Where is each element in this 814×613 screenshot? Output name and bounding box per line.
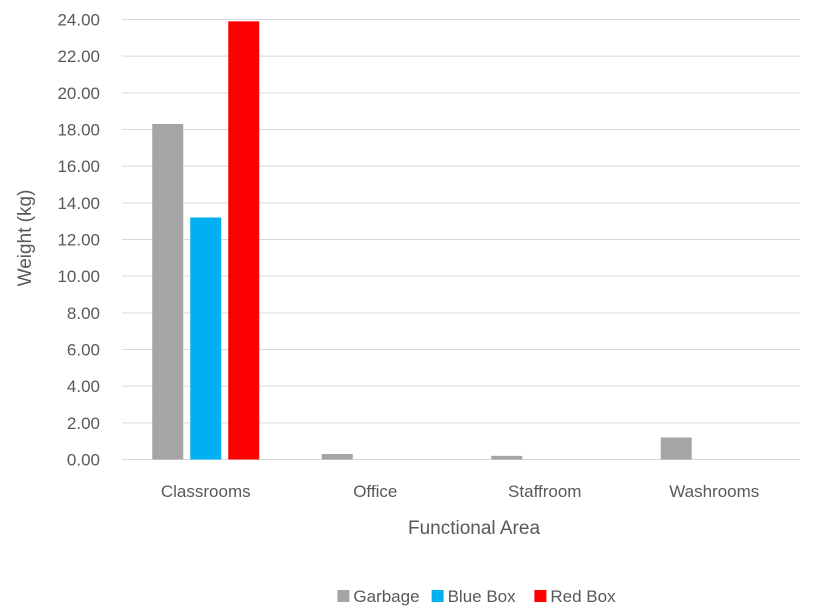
legend-label: Red Box [550, 587, 616, 606]
bar-garbage-washrooms [660, 437, 692, 460]
y-tick-label: 4.00 [67, 377, 100, 396]
legend-swatch [534, 590, 547, 602]
legend-item: Blue Box [431, 587, 517, 606]
legend-swatch [337, 590, 350, 602]
bar-blue-box-classrooms [190, 217, 222, 460]
y-tick-label: 14.00 [57, 194, 100, 213]
y-tick-label: 20.00 [57, 84, 100, 103]
legend-swatch [431, 590, 444, 602]
x-tick-label: Staffroom [508, 482, 581, 501]
y-tick-label: 6.00 [67, 341, 100, 360]
legend-label: Blue Box [448, 587, 517, 606]
x-tick-labels: Classrooms Office Staffroom Washrooms [161, 482, 759, 501]
bar-garbage-office [321, 454, 353, 460]
legend: Garbage Blue Box Red Box [337, 587, 616, 606]
gridlines [122, 19, 800, 460]
y-tick-label: 8.00 [67, 304, 100, 323]
y-tick-labels: 0.00 2.00 4.00 6.00 8.00 10.00 12.00 14.00 16.00… [57, 11, 100, 470]
y-tick-label: 10.00 [57, 267, 100, 286]
y-tick-label: 12.00 [57, 231, 100, 250]
legend-item: Garbage [337, 587, 420, 606]
x-axis-title: Functional Area [408, 518, 540, 539]
bar-garbage-classrooms [152, 124, 184, 460]
y-tick-label: 16.00 [57, 157, 100, 176]
x-tick-label: Classrooms [161, 482, 251, 501]
legend-item: Red Box [534, 587, 616, 606]
y-tick-label: 18.00 [57, 121, 100, 140]
x-tick-label: Washrooms [669, 482, 759, 501]
legend-label: Garbage [353, 587, 419, 606]
bars [152, 21, 692, 460]
x-tick-label: Office [353, 482, 397, 501]
y-tick-label: 2.00 [67, 414, 100, 433]
bar-red-box-classrooms [228, 21, 260, 460]
y-tick-label: 24.00 [57, 11, 100, 30]
y-tick-label: 22.00 [57, 47, 100, 66]
bar-garbage-staffroom [491, 455, 523, 460]
y-tick-label: 0.00 [67, 451, 100, 470]
y-axis-title: Weight (kg) [15, 190, 36, 287]
